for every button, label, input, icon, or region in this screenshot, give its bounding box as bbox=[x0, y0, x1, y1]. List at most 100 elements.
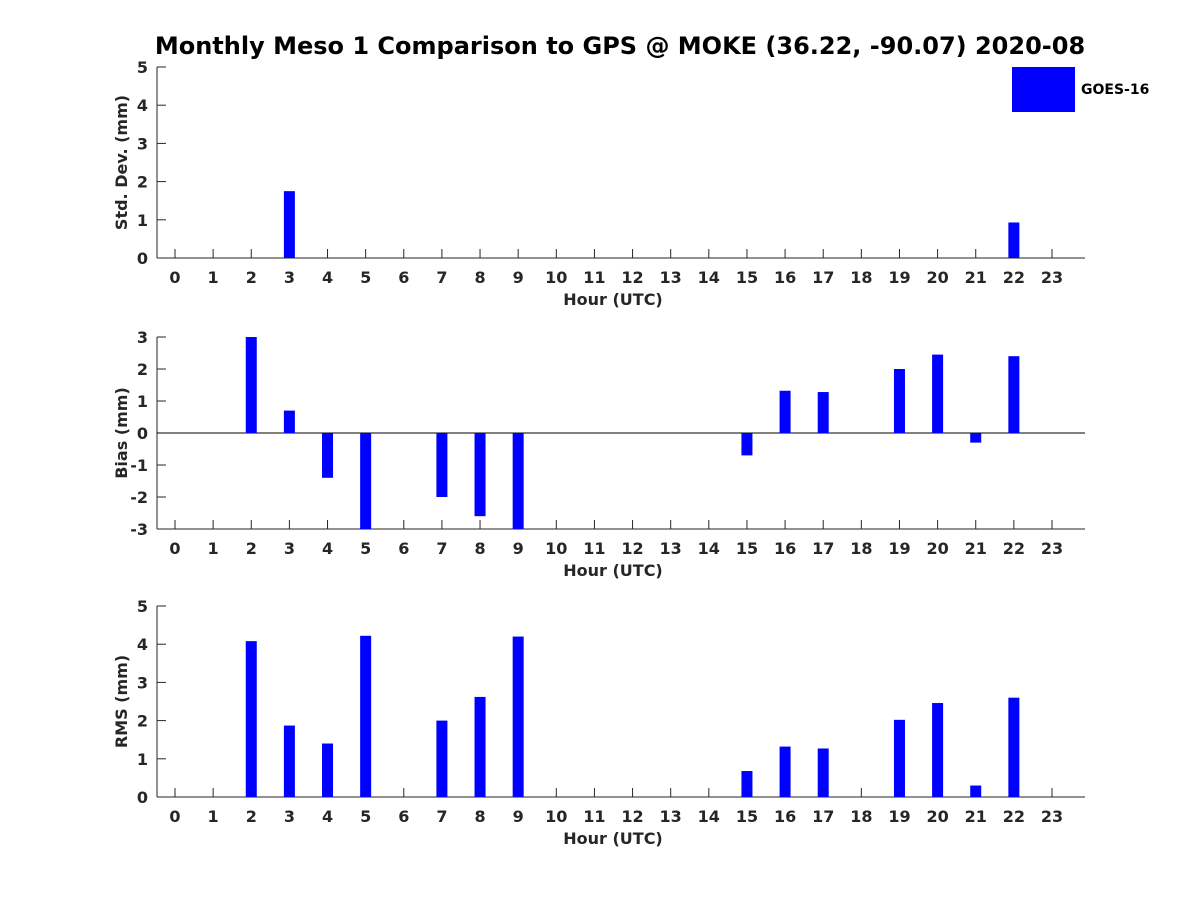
x-tick-label: 10 bbox=[545, 807, 567, 826]
x-tick-label: 6 bbox=[398, 807, 409, 826]
x-tick-label: 14 bbox=[698, 539, 720, 558]
x-tick-label: 19 bbox=[888, 268, 910, 287]
x-axis-label: Hour (UTC) bbox=[563, 561, 663, 580]
x-tick-label: 16 bbox=[774, 539, 796, 558]
y-axis-label: Bias (mm) bbox=[112, 387, 131, 479]
y-tick-label: 1 bbox=[137, 211, 148, 230]
x-tick-label: 5 bbox=[360, 807, 371, 826]
x-tick-label: 10 bbox=[545, 539, 567, 558]
x-tick-label: 6 bbox=[398, 268, 409, 287]
x-tick-label: 21 bbox=[965, 268, 987, 287]
x-tick-label: 9 bbox=[513, 539, 524, 558]
x-tick-label: 12 bbox=[621, 268, 643, 287]
bar-hour-17 bbox=[817, 392, 829, 433]
bar-hour-22 bbox=[1008, 356, 1020, 433]
bar-hour-15 bbox=[741, 771, 753, 797]
x-tick-label: 0 bbox=[169, 539, 180, 558]
x-tick-label: 11 bbox=[583, 268, 605, 287]
x-tick-label: 1 bbox=[208, 539, 219, 558]
bar-hour-7 bbox=[436, 720, 448, 797]
x-tick-label: 0 bbox=[169, 807, 180, 826]
x-tick-label: 2 bbox=[246, 268, 257, 287]
x-tick-label: 22 bbox=[1003, 807, 1025, 826]
x-tick-label: 19 bbox=[888, 539, 910, 558]
y-tick-label: -1 bbox=[130, 456, 148, 475]
bar-hour-3 bbox=[283, 410, 295, 433]
y-tick-label: 1 bbox=[137, 392, 148, 411]
y-tick-label: 5 bbox=[137, 597, 148, 616]
x-tick-label: 18 bbox=[850, 807, 872, 826]
x-tick-label: 19 bbox=[888, 807, 910, 826]
x-tick-label: 6 bbox=[398, 539, 409, 558]
x-axis-label: Hour (UTC) bbox=[563, 290, 663, 309]
y-tick-label: 0 bbox=[137, 249, 148, 268]
y-tick-label: 2 bbox=[137, 360, 148, 379]
x-tick-label: 9 bbox=[513, 807, 524, 826]
legend: GOES-16 bbox=[1012, 67, 1149, 112]
bar-hour-3 bbox=[283, 725, 295, 797]
x-tick-label: 18 bbox=[850, 539, 872, 558]
bar-hour-22 bbox=[1008, 697, 1020, 797]
x-tick-label: 12 bbox=[621, 539, 643, 558]
x-tick-label: 20 bbox=[926, 539, 948, 558]
x-tick-label: 11 bbox=[583, 539, 605, 558]
x-tick-label: 9 bbox=[513, 268, 524, 287]
bar-hour-9 bbox=[512, 433, 524, 529]
x-tick-label: 22 bbox=[1003, 539, 1025, 558]
x-tick-label: 20 bbox=[926, 807, 948, 826]
y-tick-label: -2 bbox=[130, 488, 148, 507]
bar-hour-20 bbox=[932, 703, 944, 797]
bar-hour-3 bbox=[283, 191, 295, 258]
x-tick-label: 13 bbox=[660, 539, 682, 558]
x-axis-label: Hour (UTC) bbox=[563, 829, 663, 848]
y-tick-label: 0 bbox=[137, 788, 148, 807]
x-tick-label: 8 bbox=[474, 268, 485, 287]
y-tick-label: 4 bbox=[137, 96, 148, 115]
y-tick-label: 2 bbox=[137, 712, 148, 731]
legend-label-goes-16: GOES-16 bbox=[1081, 82, 1149, 98]
x-tick-label: 13 bbox=[660, 268, 682, 287]
bar-hour-8 bbox=[474, 433, 486, 517]
x-tick-label: 10 bbox=[545, 268, 567, 287]
bar-hour-8 bbox=[474, 696, 486, 797]
x-tick-label: 12 bbox=[621, 807, 643, 826]
x-tick-label: 13 bbox=[660, 807, 682, 826]
x-tick-label: 8 bbox=[474, 807, 485, 826]
y-tick-label: 3 bbox=[137, 673, 148, 692]
x-tick-label: 23 bbox=[1041, 268, 1063, 287]
bar-hour-19 bbox=[893, 369, 905, 433]
x-tick-label: 1 bbox=[208, 268, 219, 287]
x-tick-label: 17 bbox=[812, 807, 834, 826]
x-tick-label: 5 bbox=[360, 539, 371, 558]
x-tick-label: 22 bbox=[1003, 268, 1025, 287]
x-tick-label: 23 bbox=[1041, 807, 1063, 826]
x-tick-label: 23 bbox=[1041, 539, 1063, 558]
x-tick-label: 1 bbox=[208, 807, 219, 826]
bar-hour-15 bbox=[741, 433, 753, 456]
bar-hour-5 bbox=[360, 433, 372, 529]
x-tick-label: 16 bbox=[774, 268, 796, 287]
x-tick-label: 7 bbox=[436, 268, 447, 287]
x-tick-label: 2 bbox=[246, 807, 257, 826]
bar-hour-17 bbox=[817, 748, 829, 797]
bar-hour-5 bbox=[360, 635, 372, 797]
y-tick-label: 3 bbox=[137, 134, 148, 153]
y-tick-label: 5 bbox=[137, 58, 148, 77]
bar-hour-19 bbox=[893, 719, 905, 797]
bar-hour-21 bbox=[970, 433, 982, 443]
x-tick-label: 16 bbox=[774, 807, 796, 826]
bar-hour-20 bbox=[932, 354, 944, 433]
bar-hour-2 bbox=[245, 641, 257, 797]
x-tick-label: 3 bbox=[284, 539, 295, 558]
x-tick-label: 3 bbox=[284, 268, 295, 287]
x-tick-label: 15 bbox=[736, 268, 758, 287]
x-tick-label: 15 bbox=[736, 807, 758, 826]
x-tick-label: 4 bbox=[322, 539, 333, 558]
bar-hour-16 bbox=[779, 746, 791, 797]
x-tick-label: 20 bbox=[926, 268, 948, 287]
x-tick-label: 14 bbox=[698, 807, 720, 826]
